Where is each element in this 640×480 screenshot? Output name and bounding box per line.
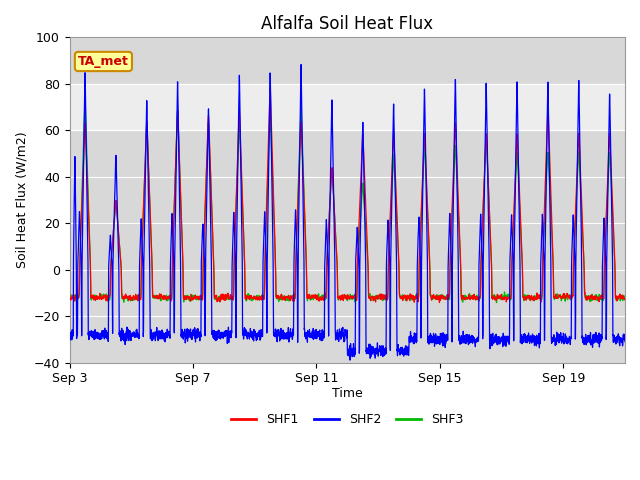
Title: Alfalfa Soil Heat Flux: Alfalfa Soil Heat Flux [261, 15, 433, 33]
X-axis label: Time: Time [332, 387, 363, 400]
Bar [70, 84, 625, 130]
Text: TA_met: TA_met [78, 55, 129, 68]
Y-axis label: Soil Heat Flux (W/m2): Soil Heat Flux (W/m2) [15, 132, 28, 268]
Legend: SHF1, SHF2, SHF3: SHF1, SHF2, SHF3 [227, 408, 468, 431]
